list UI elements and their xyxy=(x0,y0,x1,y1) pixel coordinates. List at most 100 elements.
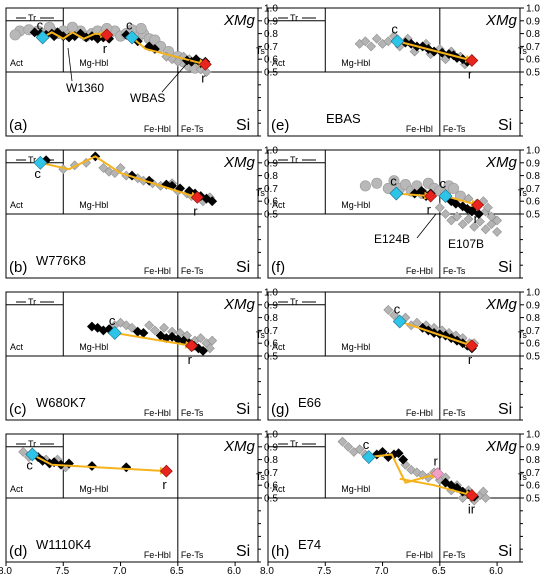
core-point xyxy=(390,34,405,49)
field-label-xmg: XMg xyxy=(485,438,518,455)
y-tick-label: 1.0 xyxy=(526,288,540,299)
grey-diamond-point xyxy=(383,304,394,315)
y-tick-label: 0.6 xyxy=(526,481,540,492)
plot-area xyxy=(383,304,480,354)
field-label-mghbl: Mg-Hbl xyxy=(341,342,370,352)
y-tick-label: 0.7 xyxy=(526,184,540,195)
y-tick-label: 0.9 xyxy=(264,158,278,169)
evolution-arrow xyxy=(114,331,194,349)
field-label-fets: Fe-Ts xyxy=(443,550,466,560)
grey-circle-point xyxy=(371,177,383,189)
grey-diamond-point xyxy=(469,221,480,232)
y-tick-label: 0.5 xyxy=(264,68,278,79)
core-label: c xyxy=(37,17,44,32)
field-label-fets: Fe-Ts xyxy=(181,266,204,276)
core-label: c xyxy=(26,457,33,472)
y-tick-label: 1.0 xyxy=(526,146,540,157)
y-tick-label: 0.7 xyxy=(526,468,540,479)
y-tick-label: 0.8 xyxy=(526,313,540,324)
rim-label: r xyxy=(193,203,198,218)
core-point xyxy=(33,155,48,170)
field-label-fets: Fe-Ts xyxy=(181,550,204,560)
panel-letter: (g) xyxy=(271,401,289,418)
field-label-act: Act xyxy=(272,58,286,68)
x-tick-label: 7.5 xyxy=(317,566,331,577)
field-label-si: Si xyxy=(236,259,250,276)
field-label-act: Act xyxy=(10,200,24,210)
y-tick-label: 0.8 xyxy=(526,29,540,40)
y-tick-label: 0.5 xyxy=(264,494,278,505)
field-label-fehbl: Fe-Hbl xyxy=(144,124,171,134)
field-label-mghbl: Mg-Hbl xyxy=(79,484,108,494)
field-label-mghbl: Mg-Hbl xyxy=(79,342,108,352)
field-label-si: Si xyxy=(498,259,512,276)
rim-point xyxy=(100,28,114,42)
grey-diamond-point xyxy=(343,441,354,452)
field-label-fets: Fe-Ts xyxy=(443,124,466,134)
grey-circle-point xyxy=(359,180,371,192)
field-label-fets: Fe-Ts xyxy=(443,408,466,418)
rim-label: r xyxy=(474,211,479,226)
plot-area xyxy=(9,21,212,77)
core-label: c xyxy=(109,313,116,328)
y-tick-label: 1.0 xyxy=(526,430,540,441)
y-tick-label: 0.7 xyxy=(526,326,540,337)
grey-diamond-point xyxy=(486,219,497,230)
grey-circle-point xyxy=(66,21,78,33)
y-tick-label: 0.9 xyxy=(264,300,278,311)
rim-label: r xyxy=(188,352,193,367)
field-label-si: Si xyxy=(236,401,250,418)
field-label-tr: Tr xyxy=(290,155,298,165)
y-tick-label: 0.7 xyxy=(526,42,540,53)
rim-label: r xyxy=(162,477,167,492)
x-tick-label: 6.0 xyxy=(227,566,241,577)
field-label-si: Si xyxy=(498,543,512,560)
y-tick-label: 0.6 xyxy=(526,197,540,208)
y-tick-label: 0.7 xyxy=(264,42,278,53)
y-tick-label: 0.6 xyxy=(526,339,540,350)
y-tick-label: 0.6 xyxy=(264,339,278,350)
core-label: c xyxy=(391,21,398,36)
panel-letter: (e) xyxy=(271,117,289,134)
sample-label-e74: E74 xyxy=(298,537,321,552)
field-label-ts: Ts xyxy=(256,330,266,340)
y-tick-label: 1.0 xyxy=(264,4,278,15)
y-tick-label: 0.5 xyxy=(526,494,540,505)
grey-diamond-point xyxy=(207,335,218,346)
evolution-arrow xyxy=(40,155,199,200)
rim-point xyxy=(465,54,479,67)
grey-diamond-point xyxy=(366,41,377,52)
field-label-act: Act xyxy=(10,58,24,68)
inner-rim-label: r xyxy=(434,454,439,469)
core-label: c xyxy=(126,17,133,32)
y-tick-label: 0.8 xyxy=(526,455,540,466)
grey-diamond-point xyxy=(360,36,371,47)
y-tick-label: 0.9 xyxy=(526,300,540,311)
field-label-ts: Ts xyxy=(518,330,528,340)
grey-diamond-point xyxy=(354,444,365,455)
grey-diamond-point xyxy=(478,486,489,497)
field-label-ts: Ts xyxy=(256,188,266,198)
grey-diamond-point xyxy=(446,215,457,226)
field-label-fehbl: Fe-Hbl xyxy=(144,550,171,560)
rim-point xyxy=(471,198,485,212)
rim-label: r xyxy=(201,70,206,85)
field-label-mghbl: Mg-Hbl xyxy=(341,484,370,494)
rim-label: r xyxy=(468,66,473,81)
y-tick-label: 1.0 xyxy=(264,430,278,441)
y-tick-label: 0.9 xyxy=(526,442,540,453)
sample-label-e107b: E107B xyxy=(448,237,484,251)
core-label: c xyxy=(394,301,401,316)
sample-label-w776k8: W776K8 xyxy=(36,253,86,268)
y-tick-label: 1.0 xyxy=(526,4,540,15)
black-diamond-point xyxy=(473,209,484,219)
x-tick-label: 7.0 xyxy=(375,566,389,577)
black-diamond-point xyxy=(121,462,132,473)
grey-diamond-point xyxy=(371,33,382,44)
y-tick-label: 0.9 xyxy=(526,158,540,169)
rim-label: r xyxy=(468,352,473,367)
grey-diamond-point xyxy=(201,67,212,77)
core-point xyxy=(392,314,407,329)
